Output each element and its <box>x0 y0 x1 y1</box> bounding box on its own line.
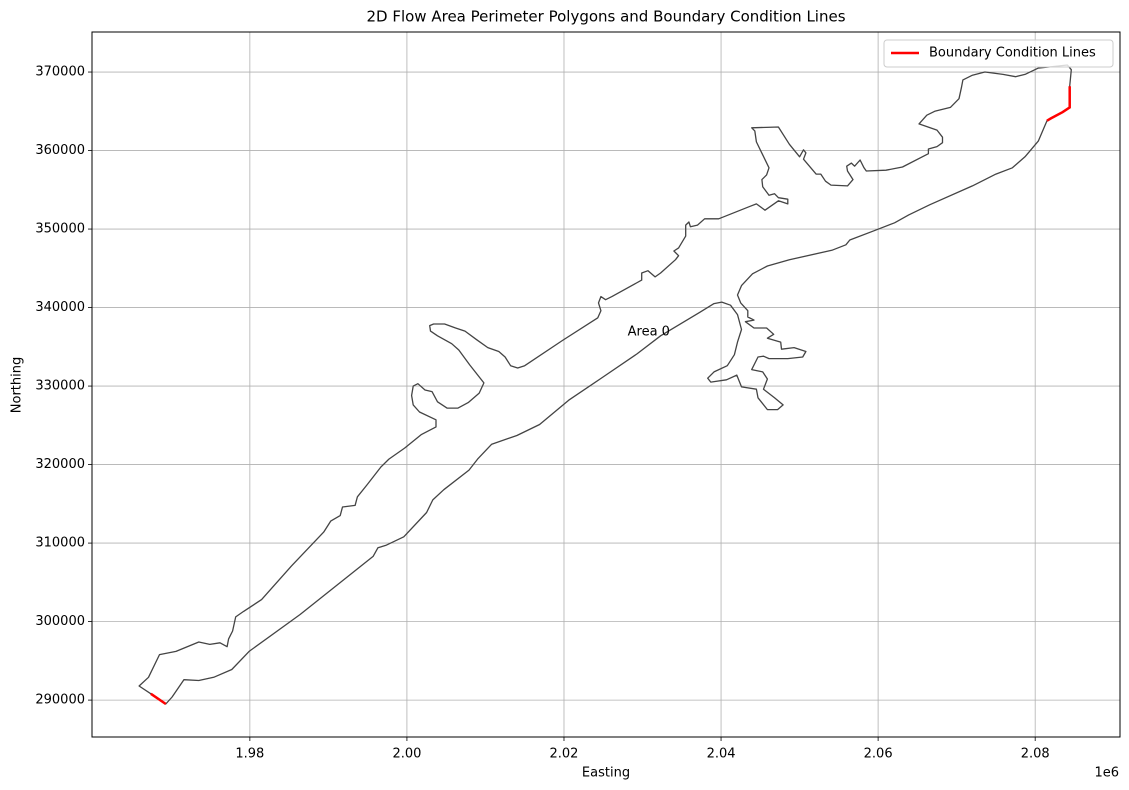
polygon-label: Area 0 <box>628 324 670 339</box>
y-tick-label: 310000 <box>35 536 85 551</box>
x-tick-label: 2.08 <box>1021 747 1050 762</box>
y-tick-label: 340000 <box>35 300 85 315</box>
y-tick-label: 320000 <box>35 457 85 472</box>
x-tick-label: 1.98 <box>235 747 264 762</box>
y-tick-label: 290000 <box>35 693 85 708</box>
boundary-line <box>1046 86 1071 122</box>
y-tick-label: 360000 <box>35 143 85 158</box>
perimeter-polygon <box>138 64 1072 705</box>
y-tick-label: 350000 <box>35 222 85 237</box>
y-tick-label: 330000 <box>35 379 85 394</box>
plot-frame <box>91 31 1121 738</box>
x-tick-label: 2.02 <box>550 747 579 762</box>
x-axis-label: Easting <box>582 766 630 781</box>
x-tick-label: 2.04 <box>707 747 736 762</box>
x-tick-label: 2.00 <box>392 747 421 762</box>
y-tick-label: 370000 <box>35 65 85 80</box>
y-axis-label: Northing <box>10 357 25 413</box>
x-offset-label: 1e6 <box>1094 766 1119 781</box>
x-tick-label: 2.06 <box>864 747 893 762</box>
boundary-line <box>150 692 167 706</box>
legend-box <box>883 39 1114 68</box>
legend-label: Boundary Condition Lines <box>929 46 1096 61</box>
y-tick-label: 300000 <box>35 614 85 629</box>
chart-title: 2D Flow Area Perimeter Polygons and Boun… <box>366 8 845 26</box>
